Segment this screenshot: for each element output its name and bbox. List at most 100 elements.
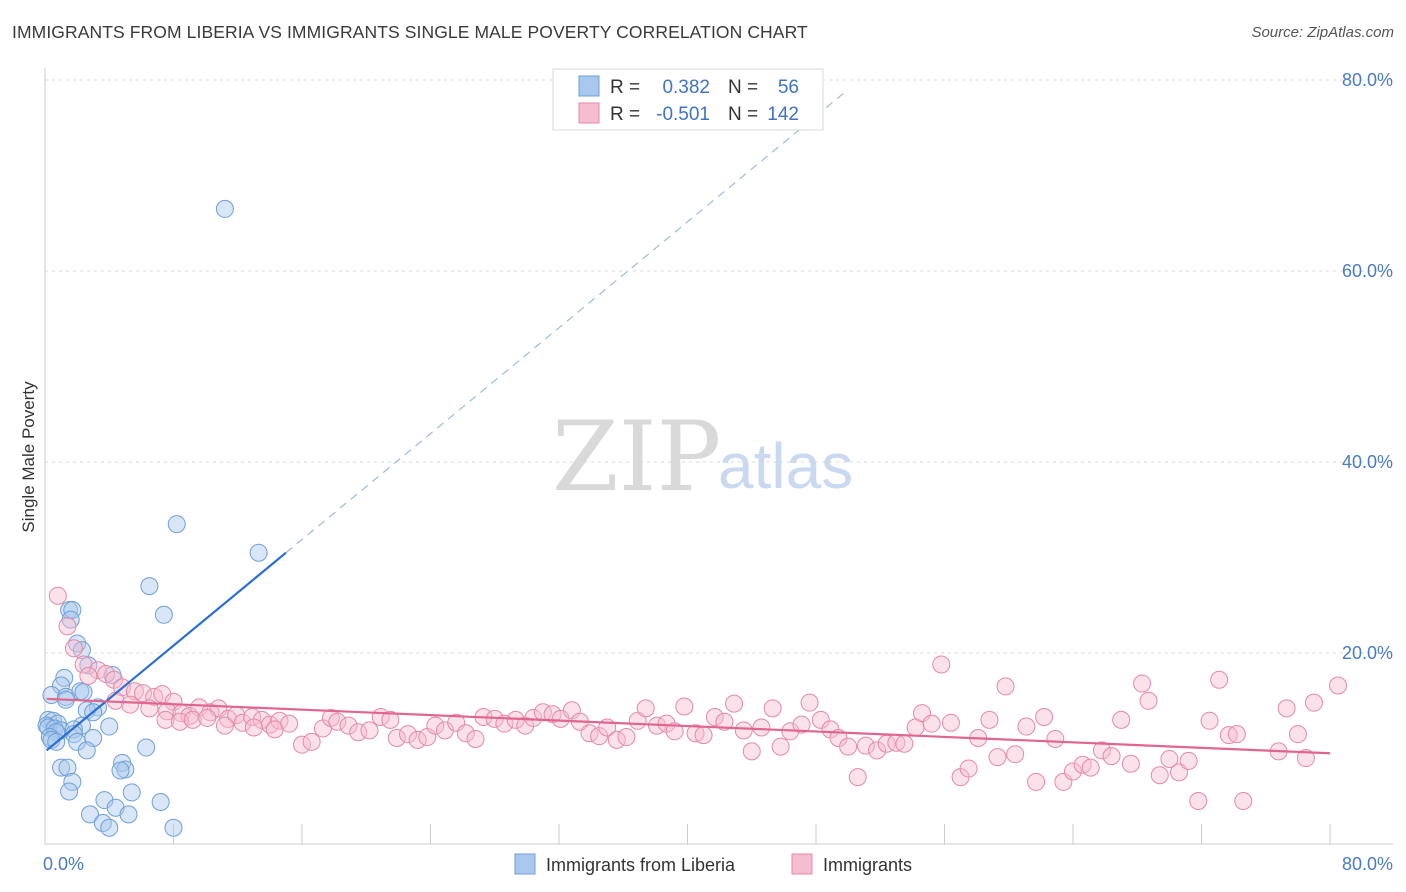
point-immigrants-129 [1160,750,1179,769]
chart-title: IMMIGRANTS FROM LIBERIA VS IMMIGRANTS SI… [12,22,808,42]
point-liberia-47 [60,782,79,801]
point-immigrants-42 [328,712,347,731]
point-liberia-55 [100,818,119,837]
point-immigrants-87 [763,699,782,718]
point-immigrants-131 [1179,751,1198,770]
y-tick-label-1: 40.0% [1342,452,1393,472]
axes [44,68,1393,845]
point-immigrants-15 [121,695,140,714]
point-immigrants-114 [1017,717,1036,736]
watermark-atlas: atlas [718,430,853,502]
y-tick-label-3: 80.0% [1342,70,1393,90]
point-immigrants-85 [742,742,761,761]
point-immigrants-92 [811,710,830,729]
bottom-legend-label-immigrants[interactable]: Immigrants [823,855,912,875]
point-immigrants-37 [280,714,299,733]
source-credit: Source: ZipAtlas.com [1251,24,1394,41]
watermark: ZIP atlas [552,401,853,513]
point-immigrants-32 [183,710,202,729]
trend-line-liberia-extension [285,89,849,554]
x-tick-label-1: 80.0% [1342,854,1393,874]
point-immigrants-55 [456,724,475,743]
point-liberia-49 [151,792,170,811]
point-immigrants-91 [800,693,819,712]
point-immigrants-13 [79,666,98,685]
point-immigrants-135 [1227,725,1246,744]
point-immigrants-44 [349,723,368,742]
point-immigrants-125 [1121,754,1140,773]
point-liberia-15 [74,683,93,702]
point-immigrants-88 [771,737,790,756]
point-liberia-46 [63,772,82,791]
point-immigrants-130 [1170,763,1189,782]
point-immigrants-113 [1006,745,1025,764]
point-liberia-4 [154,605,173,624]
point-liberia-52 [80,805,99,824]
point-immigrants-133 [1210,670,1229,689]
point-liberia-6 [63,601,82,620]
y-tick-label-2: 60.0% [1342,261,1393,281]
point-immigrants-39 [302,732,321,751]
point-immigrants-110 [980,710,999,729]
point-liberia-27 [100,717,119,736]
bottom-legend-swatch-liberia[interactable] [514,853,536,875]
legend-swatch-immigrants [578,102,600,124]
bottom-legend-label-liberia[interactable]: Immigrants from Liberia [546,855,736,875]
point-immigrants-74 [636,699,655,718]
point-immigrants-117 [1046,729,1065,748]
point-liberia-3 [140,577,159,596]
point-liberia-45 [58,758,77,777]
legend-n-value-liberia: 56 [778,77,799,98]
point-immigrants-104 [922,714,941,733]
legend-r-value-liberia: 0.382 [662,77,710,98]
legend-swatch-liberia [578,75,600,97]
bottom-legend-swatch-immigrants[interactable] [791,853,813,875]
point-immigrants-101 [895,734,914,753]
trend-lines [45,89,1331,755]
point-immigrants-49 [399,725,418,744]
point-liberia-56 [164,818,183,837]
point-immigrants-78 [675,697,694,716]
point-liberia-1 [167,515,186,534]
point-immigrants-83 [725,694,744,713]
point-immigrants-25 [233,713,252,732]
point-immigrants-30 [156,710,175,729]
point-immigrants-123 [1102,747,1121,766]
legend-n-value-immigrants: 142 [767,104,799,125]
point-immigrants-84 [734,721,753,740]
point-immigrants-72 [617,728,636,747]
point-immigrants-33 [198,708,217,727]
point-immigrants-140 [1288,725,1307,744]
point-immigrants-142 [1304,693,1323,712]
point-immigrants-2 [64,639,83,658]
series-immigrants-points [48,586,1348,811]
point-immigrants-121 [1081,758,1100,777]
point-immigrants-52 [426,716,445,735]
point-immigrants-62 [524,708,543,727]
point-immigrants-97 [856,736,875,755]
point-immigrants-34 [215,716,234,735]
x-tick-label-0: 0.0% [43,854,84,874]
point-immigrants-126 [1133,674,1152,693]
trend-line-liberia [45,551,287,752]
point-immigrants-106 [941,713,960,732]
point-immigrants-122 [1092,741,1111,760]
point-immigrants-82 [715,712,734,731]
point-liberia-39 [137,738,156,757]
point-immigrants-139 [1277,699,1296,718]
point-immigrants-128 [1150,766,1169,785]
point-immigrants-90 [792,715,811,734]
legend-r-label-liberia: R = [610,77,640,98]
point-immigrants-77 [665,722,684,741]
point-liberia-50 [122,783,141,802]
point-immigrants-112 [996,677,1015,696]
tick-labels: 20.0% 40.0% 60.0% 80.0% 0.0% 80.0% [43,70,1393,874]
point-immigrants-86 [752,718,771,737]
y-tick-label-0: 20.0% [1342,643,1393,663]
legend-r-label-immigrants: R = [610,104,640,125]
point-immigrants-1 [58,617,77,636]
point-immigrants-9 [133,684,152,703]
point-immigrants-124 [1112,710,1131,729]
point-immigrants-43 [339,716,358,735]
